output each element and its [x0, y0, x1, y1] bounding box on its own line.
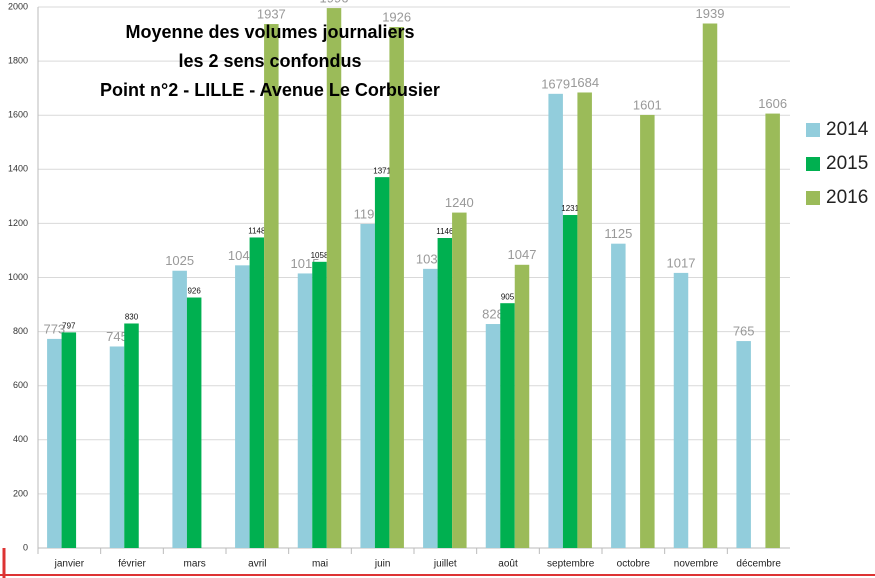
x-tick-label: juillet [433, 559, 457, 570]
y-tick-label: 0 [23, 542, 28, 552]
data-label: 905 [501, 292, 515, 301]
bar [61, 332, 77, 548]
bar [640, 114, 655, 548]
y-tick-label: 1600 [8, 110, 28, 120]
data-label: 1015 [291, 256, 320, 271]
bar [235, 265, 250, 548]
data-label: 1371 [373, 166, 391, 175]
x-tick-label: octobre [617, 559, 651, 570]
bar [702, 23, 718, 549]
data-label: 1684 [570, 75, 599, 90]
data-label: 1939 [696, 6, 725, 21]
y-tick-label: 600 [13, 380, 28, 390]
bar [562, 215, 578, 548]
data-label: 1231 [561, 204, 579, 213]
data-label: 1047 [508, 247, 537, 262]
legend-swatch [806, 123, 820, 137]
legend-label: 2015 [826, 153, 868, 174]
data-label: 1996 [320, 0, 349, 6]
data-label: 765 [733, 324, 755, 339]
legend-swatch [806, 191, 820, 205]
bar [249, 237, 265, 548]
bar [485, 324, 501, 548]
data-label: 1045 [228, 248, 257, 263]
data-label: 830 [125, 313, 139, 322]
data-label: 926 [187, 287, 201, 296]
bar [109, 346, 125, 548]
bar [172, 270, 187, 548]
data-label: 1937 [257, 6, 286, 21]
x-tick-label: mai [312, 559, 328, 570]
x-tick-label: août [498, 559, 518, 570]
bar [297, 273, 313, 548]
bar [765, 113, 780, 549]
data-label: 1017 [667, 255, 696, 270]
x-tick-label: décembre [736, 559, 781, 570]
y-tick-label: 1200 [8, 218, 28, 228]
x-tick-label: avril [248, 559, 266, 570]
bar [312, 261, 327, 548]
legend-label: 2016 [826, 187, 868, 208]
bar [389, 27, 404, 548]
bar [326, 8, 342, 549]
data-label: 1025 [165, 253, 194, 268]
data-label: 1148 [248, 227, 266, 236]
x-tick-label: novembre [674, 559, 719, 570]
y-tick-label: 2000 [8, 1, 28, 11]
data-label: 1926 [382, 9, 411, 24]
bar [437, 238, 453, 548]
legend-label: 2014 [826, 119, 869, 140]
bar [514, 264, 530, 548]
bar [360, 223, 375, 549]
bar [374, 177, 390, 548]
data-label: 828 [482, 306, 504, 321]
data-label: 1198 [354, 206, 382, 221]
y-tick-label: 1400 [8, 164, 28, 174]
bar [736, 341, 751, 548]
data-label: 1606 [758, 96, 787, 111]
y-tick-label: 400 [13, 434, 28, 444]
data-label: 745 [106, 329, 128, 344]
data-label: 1032 [416, 251, 445, 266]
chart-title: Moyenne des volumes journaliers [125, 22, 414, 42]
data-label: 1601 [633, 97, 662, 112]
bar [264, 24, 279, 548]
bar [500, 303, 515, 548]
x-tick-label: septembre [547, 559, 595, 570]
bar [124, 323, 139, 548]
bar [577, 92, 592, 548]
bar [548, 93, 563, 548]
y-tick-label: 1000 [8, 272, 28, 282]
bar [611, 243, 626, 548]
x-tick-label: juin [374, 559, 391, 570]
data-label: 1058 [311, 251, 329, 260]
legend-swatch [806, 157, 820, 171]
bar [452, 212, 467, 548]
bar [423, 268, 438, 548]
x-tick-label: février [118, 559, 146, 570]
chart-title: les 2 sens confondus [178, 51, 361, 71]
bar [47, 338, 62, 548]
data-label: 1240 [445, 195, 474, 210]
y-tick-label: 1800 [8, 55, 28, 65]
data-label: 1146 [436, 227, 454, 236]
x-tick-label: mars [184, 559, 206, 570]
bar [186, 297, 202, 548]
data-label: 797 [62, 322, 76, 331]
x-tick-label: janvier [54, 559, 85, 570]
y-tick-label: 200 [13, 488, 28, 498]
data-label: 1125 [604, 226, 632, 241]
chart-title: Point n°2 - LILLE - Avenue Le Corbusier [100, 80, 440, 100]
data-label: 1679 [541, 76, 570, 91]
data-label: 773 [43, 321, 65, 336]
bar [673, 272, 689, 548]
y-tick-label: 800 [13, 326, 28, 336]
